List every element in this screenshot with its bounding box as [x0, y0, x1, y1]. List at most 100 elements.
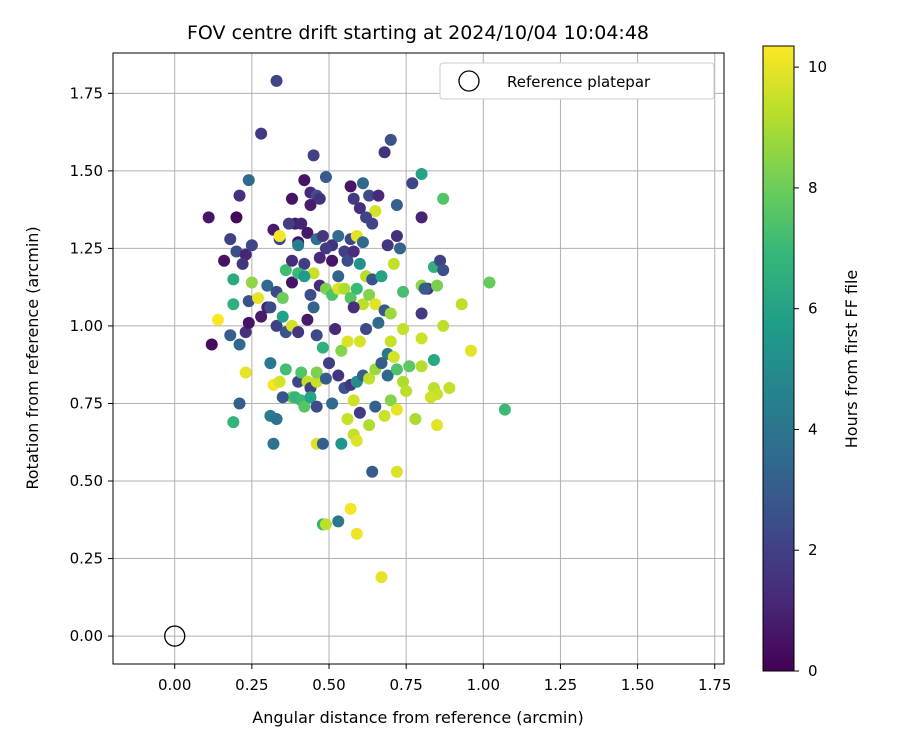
data-point	[366, 465, 379, 478]
data-point	[304, 288, 317, 301]
legend-marker	[458, 70, 480, 92]
grid	[113, 53, 724, 664]
data-point	[301, 313, 314, 326]
y-tick-label: 0.00	[70, 627, 103, 645]
data-point	[350, 527, 363, 540]
x-tick-label: 1.00	[467, 676, 500, 694]
x-axis-ticks: 0.00 0.25 0.50 0.75 1.00 1.25 1.50 1.75	[158, 664, 731, 694]
data-point	[397, 323, 410, 336]
data-point	[307, 267, 320, 280]
data-point	[427, 354, 440, 367]
data-point	[298, 174, 311, 187]
data-point	[360, 323, 373, 336]
data-point	[264, 301, 277, 314]
reference-platepar-point	[164, 625, 186, 647]
data-point	[245, 276, 258, 289]
y-tick-label: 1.25	[70, 239, 103, 257]
data-point	[431, 419, 444, 432]
data-point	[363, 372, 376, 385]
data-point	[387, 350, 400, 363]
data-point	[369, 400, 382, 413]
data-point	[350, 434, 363, 447]
data-point	[344, 502, 357, 515]
chart-title: FOV centre drift starting at 2024/10/04 …	[187, 22, 649, 44]
data-point	[369, 298, 382, 311]
data-point	[372, 189, 385, 202]
data-point	[378, 409, 391, 422]
data-point	[316, 437, 329, 450]
data-point	[326, 397, 339, 410]
data-point	[424, 391, 437, 404]
data-point	[227, 416, 240, 429]
data-point	[409, 412, 422, 425]
data-point	[443, 381, 456, 394]
data-point	[415, 211, 428, 224]
y-axis-ticks: 0.00 0.25 0.50 0.75 1.00 1.25 1.50 1.75	[70, 84, 113, 645]
data-point	[310, 375, 323, 388]
data-point	[319, 518, 332, 531]
data-point	[313, 251, 326, 264]
data-point	[205, 338, 218, 351]
data-point	[397, 285, 410, 298]
data-point	[273, 229, 286, 242]
data-point	[415, 332, 428, 345]
data-point	[332, 229, 345, 242]
colorbar-gradient	[762, 45, 795, 672]
data-point	[347, 192, 360, 205]
data-point	[273, 375, 286, 388]
data-point	[390, 198, 403, 211]
data-point	[375, 357, 388, 370]
x-tick-label: 0.50	[312, 676, 345, 694]
colorbar-tick-label: 4	[808, 420, 818, 438]
data-point	[381, 239, 394, 252]
data-point	[304, 198, 317, 211]
data-point	[270, 412, 283, 425]
data-point	[403, 360, 416, 373]
x-tick-label: 1.75	[698, 676, 731, 694]
data-point	[347, 245, 360, 258]
data-point	[363, 288, 376, 301]
data-point	[310, 400, 323, 413]
data-point	[437, 192, 450, 205]
data-point	[344, 292, 357, 305]
x-tick-label: 0.25	[235, 676, 268, 694]
data-point	[239, 326, 252, 339]
data-point	[282, 217, 295, 230]
data-point	[261, 279, 274, 292]
data-points	[202, 74, 511, 584]
data-point	[375, 270, 388, 283]
data-point	[366, 273, 379, 286]
data-point	[301, 226, 314, 239]
data-point	[356, 298, 369, 311]
data-point	[341, 335, 354, 348]
data-point	[292, 239, 305, 252]
data-point	[292, 326, 305, 339]
data-point	[242, 316, 255, 329]
data-point	[350, 282, 363, 295]
y-tick-label: 1.75	[70, 84, 103, 102]
data-point	[233, 189, 246, 202]
data-point	[242, 174, 255, 187]
data-point	[298, 270, 311, 283]
reference-marker	[164, 625, 186, 647]
data-point	[338, 245, 351, 258]
plot-frame	[112, 52, 725, 665]
data-point	[298, 400, 311, 413]
data-point	[255, 310, 268, 323]
data-point	[279, 264, 292, 277]
data-point	[319, 242, 332, 255]
data-point	[353, 202, 366, 215]
data-point	[464, 344, 477, 357]
data-point	[338, 282, 351, 295]
data-point	[227, 273, 240, 286]
data-point	[384, 335, 397, 348]
data-point	[292, 375, 305, 388]
data-point	[218, 254, 231, 267]
data-point	[319, 171, 332, 184]
x-tick-label: 1.25	[544, 676, 577, 694]
data-point	[347, 301, 360, 314]
colorbar-tick-label: 2	[808, 541, 818, 559]
data-point	[353, 335, 366, 348]
legend: Reference platepar	[439, 62, 715, 100]
data-point	[434, 254, 447, 267]
